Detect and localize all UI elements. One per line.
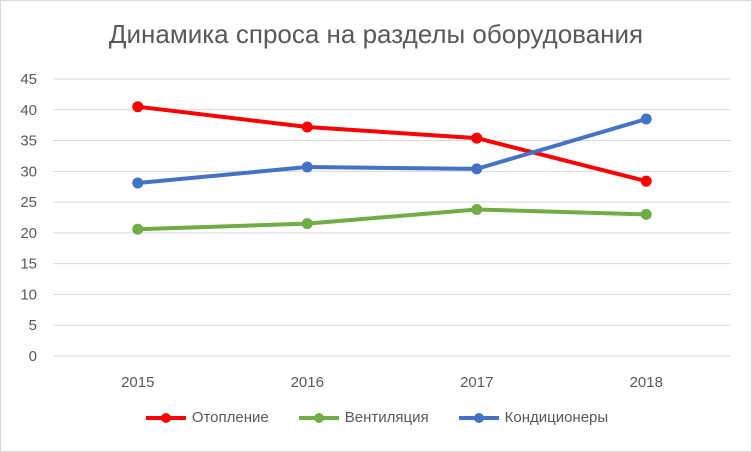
data-point-heating-2015	[132, 101, 144, 113]
data-point-air-conditioners-2016	[301, 161, 313, 173]
y-tick-label-5: 5	[29, 317, 37, 334]
data-point-ventilation-2015	[132, 223, 144, 235]
data-point-air-conditioners-2015	[132, 177, 144, 189]
x-tick-label-2015: 2015	[121, 374, 154, 391]
x-tick-label-2016: 2016	[291, 374, 324, 391]
y-tick-label-35: 35	[20, 133, 37, 150]
y-tick-label-15: 15	[20, 256, 37, 273]
y-tick-label-0: 0	[29, 348, 37, 365]
y-tick-label-40: 40	[20, 102, 37, 119]
y-tick-label-10: 10	[20, 286, 37, 303]
legend-item-air-conditioners: Кондиционеры	[457, 409, 609, 426]
legend-marker-ventilation	[298, 412, 339, 423]
data-point-heating-2017	[471, 132, 483, 144]
data-point-ventilation-2018	[640, 208, 652, 220]
legend-marker-air-conditioners	[458, 412, 499, 423]
legend-label-ventilation: Вентиляция	[344, 409, 429, 426]
data-point-air-conditioners-2018	[640, 113, 652, 125]
series-line-air-conditioners	[135, 117, 649, 186]
legend-label-air-conditioners: Кондиционеры	[504, 409, 609, 426]
legend-item-heating: Отопление	[144, 409, 269, 426]
data-point-heating-2016	[301, 121, 313, 133]
data-point-ventilation-2016	[301, 218, 313, 230]
legend-marker-heating	[145, 412, 186, 423]
y-tick-label-25: 25	[20, 194, 37, 211]
x-tick-label-2017: 2017	[460, 374, 493, 391]
y-tick-label-30: 30	[20, 163, 37, 180]
y-tick-label-20: 20	[20, 225, 37, 242]
chart-legend: Отопление Вентиляция Кондиционеры	[1, 409, 751, 426]
data-point-heating-2018	[640, 175, 652, 187]
legend-label-heating: Отопление	[191, 409, 269, 426]
y-tick-label-45: 45	[20, 71, 37, 88]
data-point-ventilation-2017	[471, 203, 483, 215]
legend-item-ventilation: Вентиляция	[297, 409, 429, 426]
series-line-heating	[135, 104, 649, 184]
data-point-air-conditioners-2017	[471, 163, 483, 175]
x-tick-label-2018: 2018	[630, 374, 663, 391]
series-line-ventilation	[135, 207, 649, 232]
chart-title: Динамика спроса на разделы оборудования	[108, 19, 644, 49]
